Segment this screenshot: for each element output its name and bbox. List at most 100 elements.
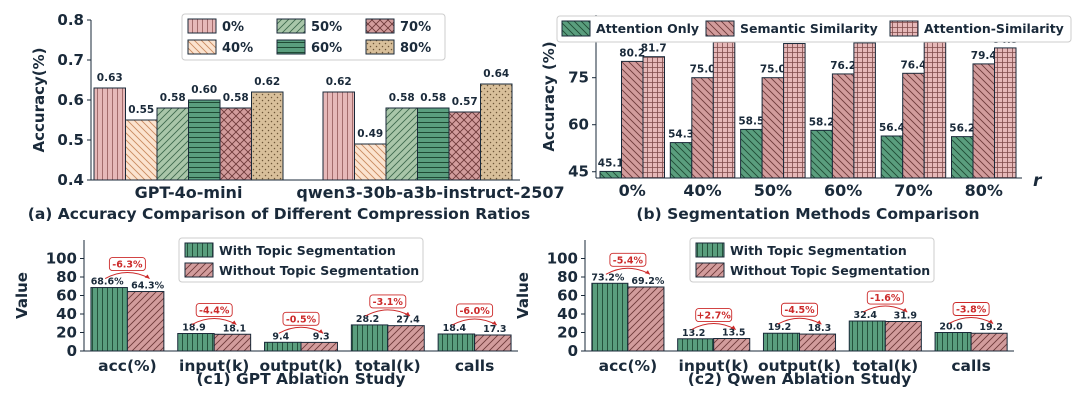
- y-tick-label: 20: [557, 324, 578, 342]
- bar-data-label: 0.58: [389, 92, 415, 104]
- bar-data-label: 54.3: [668, 129, 694, 141]
- y-tick-label: 80: [56, 268, 77, 286]
- bar-data-label: 20.0: [939, 322, 963, 333]
- bar-semantic-similarity-70: [902, 72, 925, 179]
- bar-data-label: 19.2: [768, 322, 791, 333]
- bar-data-label: 0.60: [191, 84, 217, 96]
- bar-data-label: 18.4: [443, 323, 467, 334]
- y-tick-label: 0.4: [57, 171, 84, 189]
- bar-attention-only-80: [951, 136, 974, 179]
- legend-frame: [556, 15, 1072, 43]
- legend-label: 40%: [222, 41, 253, 56]
- delta-badge: -4.5%: [784, 305, 815, 316]
- y-tick-label: 0.8: [57, 11, 84, 29]
- bar-attention-only-60: [810, 129, 833, 179]
- y-axis-label: Accuracy(%): [30, 48, 48, 153]
- y-tick-label: 0.6: [57, 91, 84, 109]
- delta-badge-box: [866, 290, 904, 305]
- x-category-label: 50%: [754, 181, 792, 200]
- delta-badge-box: [781, 302, 818, 317]
- bar-with-topic-segmentation-acc: [591, 282, 629, 352]
- legend-swatch-with-topic-segmentation: [695, 242, 725, 258]
- delta-arrowhead: [644, 270, 650, 275]
- legend-label: Without Topic Segmentation: [730, 263, 930, 278]
- bar-attention-only-40: [669, 142, 693, 179]
- bar-with-topic-segmentation-total-k: [848, 320, 886, 352]
- delta-badge: -0.5%: [286, 314, 317, 325]
- y-tick-label: 100: [46, 250, 77, 268]
- bar-data-label: 32.4: [854, 310, 878, 321]
- y-tick-label: 0: [568, 342, 578, 360]
- x-category-label: input(k): [679, 357, 749, 375]
- x-category-label: total(k): [852, 357, 918, 375]
- bar-data-label: 69.2%: [631, 276, 664, 287]
- bar-data-label: 73.2%: [591, 272, 624, 283]
- delta-badge-box: [609, 252, 647, 267]
- bar-attention-only-50: [740, 128, 763, 179]
- y-tick-label: 0.5: [57, 131, 84, 149]
- bar-data-label: 45.1: [598, 157, 624, 169]
- chart-title: (b) Segmentation Methods Comparison: [636, 205, 979, 223]
- legend: With Topic Segmentation Without Topic Seg…: [689, 237, 935, 283]
- delta-badge-box: [369, 294, 407, 309]
- legend-frame: [178, 237, 424, 283]
- delta-arrowhead: [405, 311, 411, 316]
- bar-without-topic-segmentation-calls: [970, 332, 1008, 352]
- legend-swatch-without-topic-segmentation: [184, 262, 214, 278]
- bar-without-topic-segmentation-input-k: [713, 338, 751, 352]
- y-tick-label: 0.7: [57, 51, 84, 69]
- legend-swatch-semantic-similarity: [705, 20, 735, 37]
- bar-data-label: 81.7: [641, 43, 667, 55]
- legend-label: Semantic Similarity: [740, 21, 878, 36]
- bar-data-label: 0.62: [254, 76, 280, 88]
- legend-label: 0%: [222, 20, 244, 35]
- bar-data-label: 0.64: [483, 68, 509, 80]
- bar-without-topic-segmentation-output-k: [300, 341, 338, 352]
- bar-attention-similarity-60: [853, 42, 876, 179]
- bar-data-label: 56.2: [949, 123, 975, 135]
- bar-semantic-similarity-60: [831, 73, 855, 179]
- y-axis-label: Accuracy (%): [540, 41, 558, 151]
- bar-with-topic-segmentation-output-k: [264, 341, 302, 352]
- bar-semantic-similarity-50: [761, 77, 785, 179]
- legend-swatch-80: [365, 39, 395, 55]
- legend-label: Attention Only: [596, 21, 699, 36]
- y-tick-label: 20: [56, 324, 77, 342]
- bar-data-label: 68.6%: [91, 277, 124, 288]
- legend-label: 70%: [400, 20, 431, 35]
- delta-badge: -1.6%: [870, 293, 901, 304]
- bar-with-topic-segmentation-calls: [934, 332, 972, 352]
- legend-swatch-60: [276, 39, 306, 55]
- bar-40-gpt-4o-mini: [125, 119, 158, 181]
- x-axis-label: r: [1033, 171, 1043, 191]
- bar-semantic-similarity-0: [621, 60, 644, 179]
- y-tick-label: 75: [568, 69, 589, 87]
- bar-60-qwen3-30b-a3b-instruct-2507: [417, 107, 450, 181]
- bar-semantic-similarity-80: [972, 63, 995, 179]
- bar-0-gpt-4o-mini: [93, 87, 126, 181]
- legend-swatch-without-topic-segmentation: [695, 262, 725, 278]
- bar-50-qwen3-30b-a3b-instruct-2507: [385, 107, 418, 181]
- delta-badge-box: [456, 303, 494, 318]
- legend-label: Attention-Similarity: [924, 21, 1064, 36]
- bar-data-label: 56.4: [879, 122, 905, 134]
- bar-without-topic-segmentation-acc: [627, 286, 665, 352]
- x-category-label: 60%: [824, 181, 862, 200]
- legend-swatch-attention-similarity: [889, 20, 919, 37]
- chart-title: (c1) GPT Ablation Study: [196, 370, 405, 388]
- bar-attention-similarity-0: [642, 56, 665, 179]
- bar-data-label: 75.0: [690, 64, 716, 76]
- bar-data-label: 27.4: [396, 315, 420, 326]
- delta-arrowhead: [816, 320, 822, 325]
- y-tick-label: 100: [547, 250, 578, 268]
- bar-attention-similarity-70: [923, 39, 947, 179]
- y-tick-label: 0: [67, 342, 77, 360]
- delta-badge-box: [195, 303, 233, 317]
- x-category-label: total(k): [355, 357, 421, 375]
- delta-arrowhead: [231, 320, 237, 325]
- bar-data-label: 19.2: [979, 322, 1002, 333]
- legend-label: Without Topic Segmentation: [219, 263, 419, 278]
- x-category-label: 0%: [619, 181, 646, 200]
- chart-title: (a) Accuracy Comparison of Different Com…: [28, 205, 531, 223]
- y-tick-label: 80: [557, 268, 578, 286]
